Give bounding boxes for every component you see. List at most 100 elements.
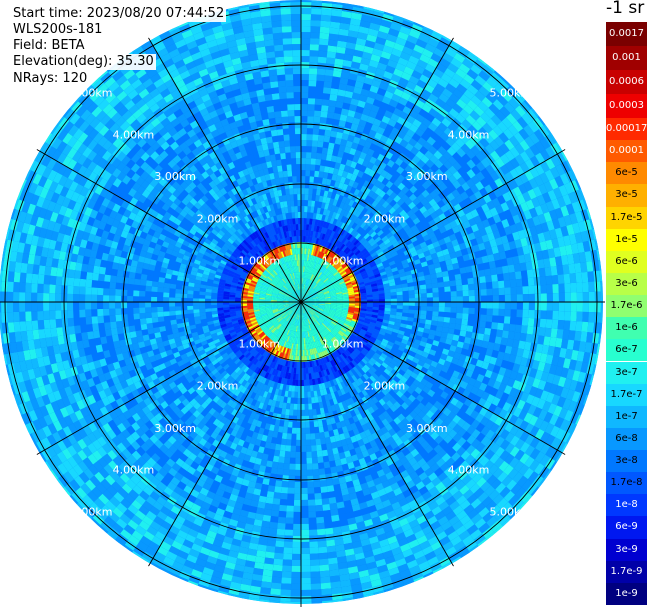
range-gate bbox=[277, 306, 284, 309]
range-gate bbox=[289, 324, 293, 331]
range-gate bbox=[304, 331, 307, 338]
range-gate bbox=[308, 280, 313, 287]
range-gate bbox=[301, 409, 305, 416]
range-gate bbox=[309, 289, 314, 294]
range-gate bbox=[146, 274, 154, 282]
range-gate bbox=[318, 303, 325, 306]
range-gate bbox=[298, 307, 300, 314]
range-gate bbox=[414, 305, 421, 311]
range-gate bbox=[283, 297, 290, 300]
range-gate bbox=[211, 298, 218, 302]
range-gate bbox=[293, 285, 297, 292]
range-gate bbox=[278, 318, 284, 323]
range-gate bbox=[287, 274, 292, 281]
range-gate bbox=[307, 279, 310, 286]
range-gate bbox=[305, 294, 311, 299]
range-gate bbox=[438, 286, 445, 293]
range-gate bbox=[297, 307, 300, 314]
range-gate bbox=[291, 433, 297, 440]
range-gate bbox=[298, 307, 301, 314]
range-gate bbox=[295, 319, 298, 326]
range-gate bbox=[320, 285, 327, 290]
range-gate bbox=[310, 439, 317, 446]
range-gate bbox=[283, 285, 289, 290]
range-gate bbox=[286, 275, 291, 281]
range-gate bbox=[292, 279, 296, 286]
range-gate bbox=[281, 278, 287, 284]
range-gate bbox=[205, 308, 212, 313]
range-gate bbox=[296, 307, 299, 314]
range-gate bbox=[169, 292, 176, 298]
range-gate bbox=[324, 307, 331, 311]
range-gate bbox=[163, 297, 170, 302]
range-gate bbox=[284, 182, 290, 190]
range-gate bbox=[320, 324, 326, 330]
range-gate bbox=[301, 445, 307, 452]
range-gate bbox=[133, 302, 140, 308]
range-gate bbox=[169, 288, 176, 294]
range-gate bbox=[205, 291, 212, 296]
range-gate bbox=[450, 296, 457, 302]
range-gate bbox=[322, 289, 329, 294]
range-gate bbox=[309, 273, 313, 280]
range-gate bbox=[402, 309, 409, 314]
range-gate bbox=[462, 313, 469, 320]
range-gate bbox=[444, 291, 451, 297]
range-gate bbox=[272, 309, 279, 313]
range-gate bbox=[296, 361, 299, 368]
range-gate bbox=[313, 176, 319, 184]
range-gate bbox=[283, 298, 290, 300]
range-gate bbox=[293, 312, 297, 319]
range-gate bbox=[310, 291, 316, 296]
range-gate bbox=[265, 307, 272, 310]
range-gate bbox=[302, 307, 305, 314]
range-gate bbox=[289, 463, 296, 470]
range-gate bbox=[305, 285, 308, 291]
range-gate bbox=[312, 297, 319, 300]
range-gate bbox=[295, 445, 301, 452]
range-gate bbox=[288, 288, 294, 294]
range-gate bbox=[277, 300, 284, 302]
range-gate bbox=[307, 286, 312, 293]
range-gate bbox=[420, 293, 427, 298]
range-gate bbox=[291, 170, 297, 177]
range-gate bbox=[317, 279, 322, 285]
range-gate bbox=[307, 206, 312, 213]
range-gate bbox=[297, 200, 301, 207]
range-gate bbox=[321, 153, 328, 161]
range-gate bbox=[299, 307, 301, 314]
range-gate bbox=[303, 361, 306, 368]
range-gate bbox=[327, 314, 334, 318]
range-gate bbox=[193, 302, 200, 306]
range-gate bbox=[384, 307, 391, 312]
range-gate bbox=[313, 314, 319, 320]
range-gate bbox=[276, 283, 283, 288]
range-gate bbox=[283, 284, 289, 290]
range-gate bbox=[285, 308, 292, 313]
range-gate bbox=[283, 303, 290, 306]
range-gate bbox=[317, 280, 323, 286]
range-gate bbox=[304, 292, 309, 298]
range-gate bbox=[444, 307, 451, 313]
range-gate bbox=[308, 310, 314, 316]
range-gate bbox=[295, 379, 299, 386]
range-gate bbox=[280, 279, 285, 285]
range-gate bbox=[318, 303, 325, 305]
range-gate bbox=[139, 302, 146, 308]
range-gate bbox=[285, 158, 292, 165]
range-gate bbox=[305, 294, 311, 299]
range-gate bbox=[321, 323, 327, 329]
range-gate bbox=[315, 158, 322, 166]
range-gate bbox=[299, 278, 301, 285]
range-gate bbox=[302, 290, 304, 297]
range-gate bbox=[304, 272, 307, 279]
range-gate bbox=[329, 310, 336, 314]
range-gate bbox=[305, 272, 308, 279]
range-gate bbox=[152, 275, 160, 282]
range-gate bbox=[318, 298, 325, 301]
range-gate bbox=[313, 284, 318, 290]
range-gate bbox=[314, 426, 320, 434]
range-gate bbox=[316, 152, 322, 160]
range-gate bbox=[277, 294, 284, 298]
range-gate bbox=[283, 420, 289, 428]
